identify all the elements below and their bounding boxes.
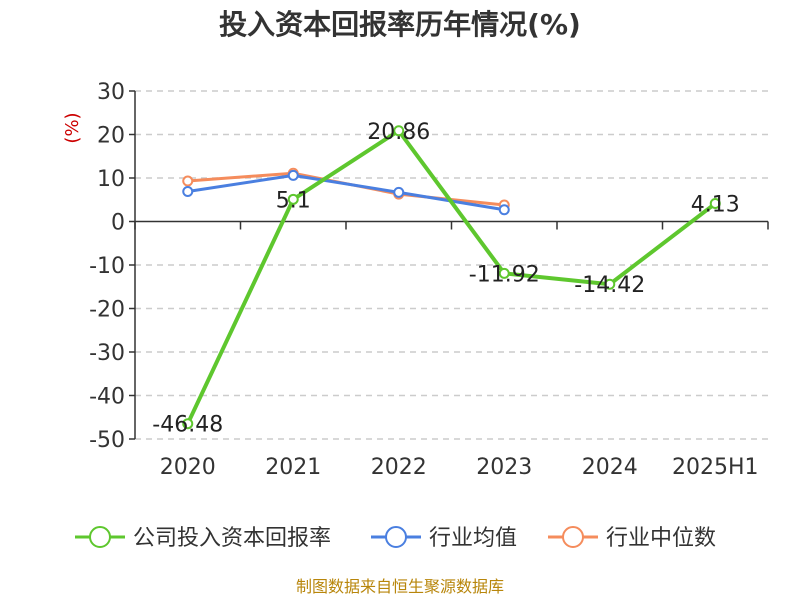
y-axis-unit: (%): [62, 112, 83, 143]
data-point: [182, 418, 194, 430]
series-line: [187, 173, 505, 212]
data-label: 4.13: [691, 193, 740, 218]
data-labels: -46.48 5.1 20.86 -11.92 -14.42 4.13: [152, 120, 739, 438]
legend-swatch-marker: [89, 526, 111, 548]
series-lines: [182, 125, 721, 430]
data-label: -46.48: [152, 413, 223, 438]
legend: 公司投入资本回报率 行业均值 行业中位数: [75, 526, 716, 551]
legend-item: 行业中位数: [548, 526, 716, 551]
y-tick-label: -20: [89, 298, 125, 323]
data-label: 5.1: [276, 188, 311, 213]
data-point: [709, 198, 721, 210]
data-point: [287, 169, 299, 181]
x-tick-label: 2020: [160, 455, 216, 480]
data-point: [182, 185, 194, 197]
x-tick-label: 2025H1: [672, 455, 759, 480]
y-tick-label: -30: [89, 341, 125, 366]
data-label: -14.42: [574, 273, 645, 298]
axes: 30 20 10 0 -10 -20 -30 -40 -50 2020 2021 2022 2023 20…: [89, 80, 769, 480]
data-point: [287, 193, 299, 205]
x-tick-label: 2023: [476, 455, 532, 480]
legend-item: 行业均值: [371, 526, 517, 551]
x-tick-label: 2024: [582, 455, 638, 480]
y-tick-label: 10: [97, 167, 125, 192]
legend-label: 行业中位数: [606, 526, 716, 551]
data-point: [182, 175, 194, 187]
y-tick-label: 20: [97, 124, 125, 149]
data-point: [498, 267, 510, 279]
y-tick-label: 0: [111, 211, 125, 236]
chart-title: 投入资本回报率历年情况(%): [219, 8, 581, 41]
y-tick-label: 30: [97, 80, 125, 105]
data-point: [393, 186, 405, 198]
x-tick-label: 2021: [265, 455, 321, 480]
data-label: 20.86: [367, 120, 430, 145]
grid: [135, 90, 768, 440]
legend-swatch-marker: [385, 526, 407, 548]
source-note: 制图数据来自恒生聚源数据库: [296, 577, 504, 596]
data-label: -11.92: [469, 262, 540, 287]
legend-item: 公司投入资本回报率: [75, 526, 331, 551]
legend-label: 公司投入资本回报率: [133, 526, 331, 551]
y-tick-label: -10: [89, 254, 125, 279]
data-point: [393, 125, 405, 137]
y-tick-label: -50: [89, 428, 125, 453]
series-line: [185, 128, 717, 425]
y-tick-label: -40: [89, 385, 125, 410]
legend-label: 行业均值: [429, 526, 517, 551]
legend-swatch-marker: [562, 526, 584, 548]
data-point: [498, 204, 510, 216]
data-point: [604, 278, 616, 290]
x-tick-label: 2022: [371, 455, 427, 480]
